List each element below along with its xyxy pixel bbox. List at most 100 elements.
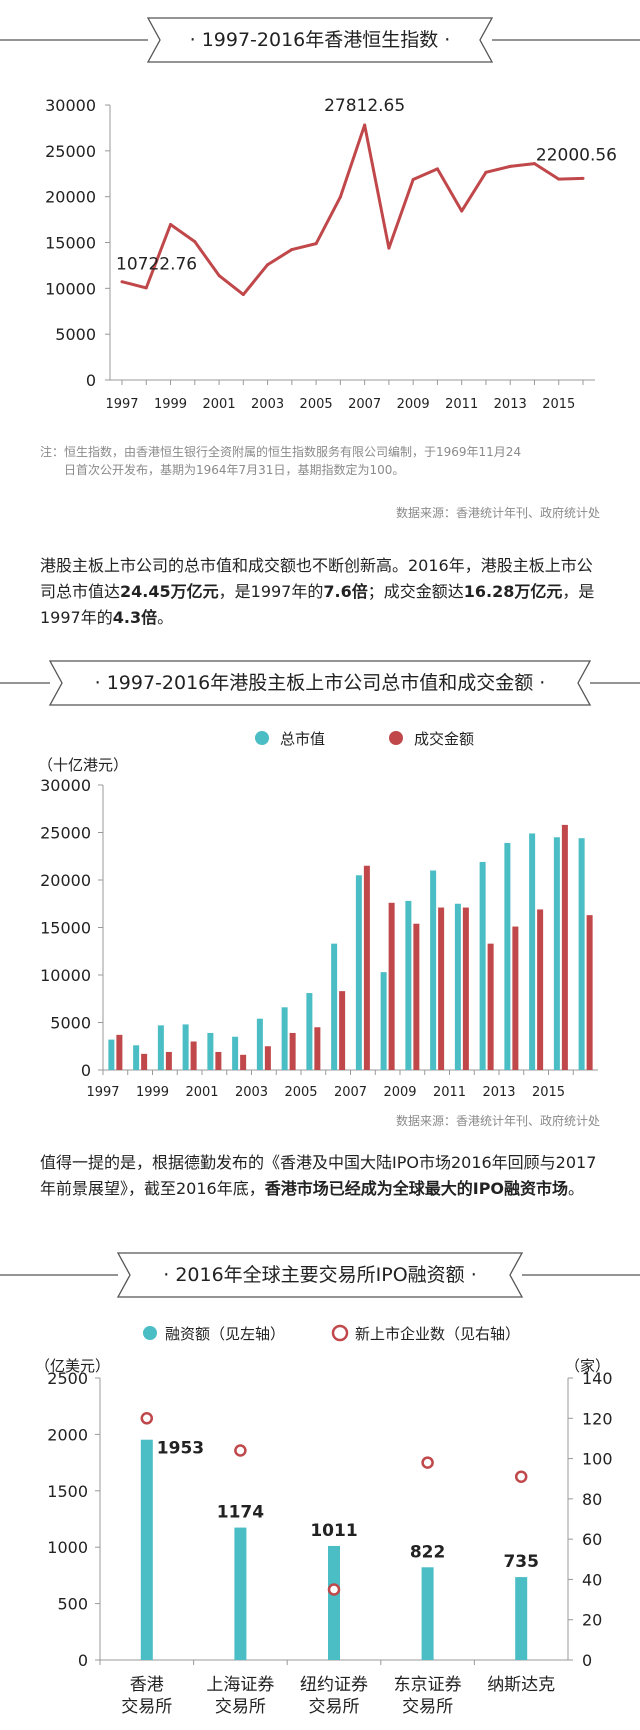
y-tick-label-left: 0 (78, 1651, 88, 1670)
x-tick-label: 2009 (383, 1085, 416, 1100)
para2-text: 值得一提的是，根据德勤发布的《香港及中国大陆IPO市场2016年回顾与2017年… (40, 1153, 597, 1198)
data-point (581, 176, 585, 180)
x-tick-label: 2007 (334, 1085, 367, 1100)
bar-market-cap (157, 1025, 164, 1070)
data-point (411, 177, 415, 181)
bar-market-cap (355, 875, 362, 1070)
y-tick-label: 5000 (50, 1014, 91, 1033)
y-tick-label: 15000 (45, 234, 96, 253)
para1-text: ，是1997年的 (40, 582, 595, 627)
y-tick-label-right: 60 (582, 1530, 602, 1549)
para1-bold: 4.3倍 (112, 608, 158, 627)
y-tick-label: 15000 (40, 919, 91, 938)
section3-title: · 2016年全球主要交易所IPO融资额 · (163, 1264, 477, 1286)
bar-market-cap (405, 900, 412, 1070)
data-label: 27812.65 (324, 96, 405, 116)
x-tick-label: 2007 (348, 397, 381, 412)
para1-bold: 7.6倍 (323, 582, 368, 601)
x-tick-label: 2005 (284, 1085, 317, 1100)
y-tick-label: 30000 (45, 96, 96, 115)
x-tick-label: 2001 (203, 397, 236, 412)
x-tick-label: 2013 (494, 397, 527, 412)
legend-marker (143, 1326, 157, 1340)
bar-turnover (462, 907, 469, 1070)
dot-new-listings (327, 1583, 341, 1596)
y-tick-label: 20000 (40, 871, 91, 890)
data-point (314, 242, 318, 246)
y-tick-label-left: 1500 (47, 1482, 88, 1501)
y-tick-label-right: 40 (582, 1570, 602, 1589)
bar-ipo-amount (328, 1545, 340, 1660)
x-category-label: 香港 (130, 1675, 164, 1695)
data-point (193, 240, 197, 244)
bar-turnover (339, 991, 346, 1070)
bar-market-cap (331, 943, 338, 1070)
bar-turnover (561, 824, 568, 1070)
data-point (363, 123, 367, 127)
y-axis-unit-right: （家） (565, 1357, 610, 1375)
note-line-2: 日首次公开发布，基期为1964年7月31日，基期指数定为100。 (64, 463, 405, 477)
section1-banner (0, 17, 640, 63)
bar-market-cap (380, 972, 387, 1070)
bar-value-label: 1011 (310, 1521, 357, 1541)
bar-turnover (388, 902, 395, 1070)
x-tick-label: 1999 (154, 397, 187, 412)
bar-market-cap (430, 870, 437, 1070)
legend-marker (255, 731, 269, 745)
bar-value-label: 1953 (157, 1439, 204, 1459)
y-tick-label: 0 (81, 1061, 91, 1080)
y-tick-label: 10000 (45, 279, 96, 298)
bar-market-cap (207, 1032, 214, 1070)
data-point (460, 209, 464, 213)
section1-source: 数据来源：香港统计年刊、政府统计处 (395, 506, 600, 520)
bar-turnover (363, 865, 370, 1070)
x-tick-label: 2009 (397, 397, 430, 412)
section1-note: 注：恒生指数，由香港恒生银行全资附属的恒生指数服务有限公司编制，于1969年11… (40, 443, 610, 479)
section1-title: · 1997-2016年香港恒生指数 · (189, 29, 451, 51)
x-category-label: 纳斯达克 (487, 1675, 555, 1695)
legend-marker (331, 1324, 349, 1342)
bar-turnover (141, 1053, 148, 1070)
data-point (532, 162, 536, 166)
bar-market-cap (306, 993, 313, 1070)
paragraph-1: 港股主板上市公司的总市值和成交额也不断创新高。2016年，港股主板上市公司总市值… (40, 553, 605, 631)
section3-banner (0, 1252, 640, 1298)
bar-market-cap (479, 861, 486, 1070)
data-point (144, 286, 148, 290)
x-category-label: 东京证券 (394, 1675, 462, 1695)
bar-market-cap (256, 1018, 263, 1070)
data-point (290, 248, 294, 252)
para1-text: ；成交金额达 (367, 582, 464, 601)
data-point (435, 167, 439, 171)
y-tick-label-left: 2500 (47, 1369, 88, 1388)
bar-value-label: 1174 (217, 1503, 264, 1523)
bar-turnover (289, 1032, 296, 1070)
bar-market-cap (454, 903, 461, 1070)
x-tick-label: 2001 (185, 1085, 218, 1100)
x-tick-label: 2015 (532, 1085, 565, 1100)
bar-market-cap (553, 837, 560, 1070)
y-tick-label-left: 1000 (47, 1538, 88, 1557)
y-tick-label: 0 (86, 371, 96, 390)
y-tick-label: 25000 (45, 142, 96, 161)
section2-source: 数据来源：香港统计年刊、政府统计处 (395, 1114, 600, 1128)
y-tick-label: 20000 (45, 188, 96, 207)
bar-turnover (314, 1027, 321, 1070)
legend-label: 总市值 (280, 730, 325, 748)
dot-new-listings (234, 1444, 247, 1457)
bar-turnover (264, 1046, 271, 1070)
market-cap-bar-chart: 总市值 成交金额 （十亿港元） 0 5000 10000 15000 20000 25000 30… (38, 730, 598, 1100)
x-category-label: 交易所 (402, 1697, 453, 1717)
bar-ipo-amount (421, 1567, 434, 1660)
data-point (169, 223, 173, 227)
y-tick-label-right: 140 (582, 1369, 613, 1388)
x-category-label: 交易所 (215, 1697, 266, 1717)
x-tick-label: 2003 (251, 397, 284, 412)
hsi-series-line (121, 123, 584, 297)
hsi-line-chart: 0 5000 10000 15000 20000 25000 30000 1997 1999 20… (45, 96, 617, 412)
bar-market-cap (529, 833, 536, 1070)
x-category-label: 纽约证券 (300, 1675, 368, 1695)
y-tick-label: 30000 (40, 776, 91, 795)
data-point (387, 246, 391, 250)
section2-banner (0, 660, 640, 706)
